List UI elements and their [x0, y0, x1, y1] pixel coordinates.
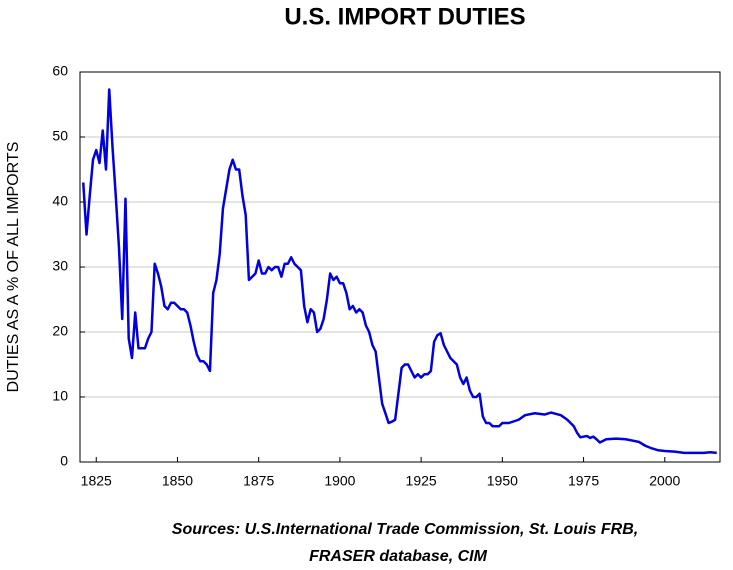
- x-tick-label: 2000: [649, 473, 680, 489]
- y-tick-label: 0: [60, 453, 68, 469]
- y-tick-label: 50: [52, 128, 68, 144]
- x-tick-label: 1900: [324, 473, 355, 489]
- y-tick-label: 60: [52, 63, 68, 79]
- y-tick-label: 10: [52, 388, 68, 404]
- x-tick-label: 1925: [406, 473, 437, 489]
- x-tick-label: 1875: [243, 473, 274, 489]
- x-tick-label: 1825: [81, 473, 112, 489]
- x-tick-label: 1950: [487, 473, 518, 489]
- source-line: FRASER database, CIM: [309, 548, 487, 565]
- chart-title: U.S. IMPORT DUTIES: [284, 3, 525, 30]
- source-line: Sources: U.S.International Trade Commiss…: [172, 521, 638, 538]
- y-tick-label: 20: [52, 323, 68, 339]
- x-tick-label: 1975: [568, 473, 599, 489]
- y-tick-label: 40: [52, 193, 68, 209]
- data-line: [82, 88, 717, 455]
- y-tick-label: 30: [52, 258, 68, 274]
- y-axis-label: DUTIES AS A % OF ALL IMPORTS: [5, 142, 22, 393]
- x-tick-label: 1850: [162, 473, 193, 489]
- plot-frame: [79, 71, 721, 463]
